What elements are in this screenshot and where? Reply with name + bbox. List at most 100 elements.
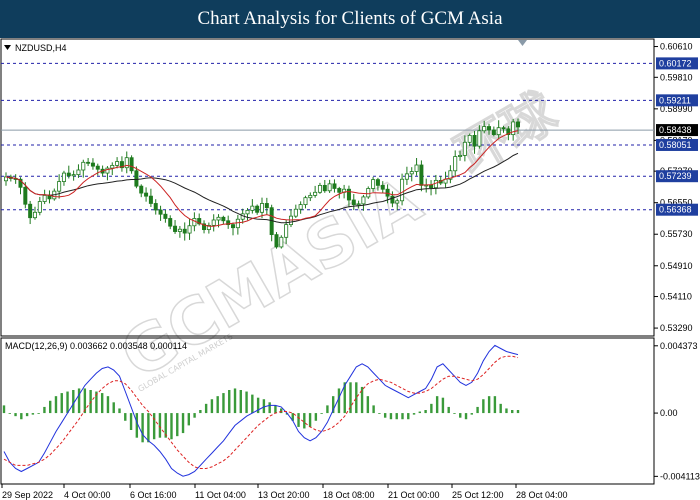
histogram-bar <box>331 396 335 414</box>
candlestick <box>511 118 516 141</box>
macd-pane: MACD(12,26,9) 0.003662 0.003548 0.000114 <box>0 337 655 485</box>
candlestick <box>4 172 9 186</box>
histogram-bar <box>308 413 312 427</box>
candlestick <box>90 158 95 170</box>
histogram-bar <box>2 405 6 414</box>
histogram-bar <box>31 413 35 415</box>
candlestick <box>47 190 52 204</box>
histogram-bar <box>147 413 150 443</box>
chart-title-banner: Chart Analysis for Clients of GCM Asia <box>0 0 700 38</box>
candlestick <box>221 215 226 225</box>
candlestick <box>400 173 405 206</box>
candlestick <box>424 178 429 193</box>
histogram-bar <box>459 413 462 418</box>
candlestick <box>371 176 376 192</box>
candlestick <box>380 181 385 194</box>
time-axis-label: 21 Oct 00:00 <box>388 490 440 500</box>
chart-shift-marker-icon[interactable] <box>518 40 527 46</box>
histogram-bar <box>20 413 23 420</box>
histogram-bar <box>412 413 416 415</box>
histogram-bar <box>470 413 473 415</box>
candlestick <box>361 194 366 211</box>
level-price-tag <box>656 138 698 151</box>
candlestick <box>66 165 71 179</box>
candlestick <box>202 220 207 234</box>
histogram-bar <box>95 391 98 414</box>
histogram-bar <box>245 391 248 414</box>
candlestick <box>448 165 453 184</box>
candlestick <box>322 180 327 193</box>
candlestick <box>81 159 86 178</box>
candlestick <box>487 123 492 135</box>
candlestick <box>308 192 313 202</box>
price-axis: 0.606100.598100.589900.581700.573700.565… <box>654 42 698 333</box>
symbol-label: NZDUSD,H4 <box>15 43 67 53</box>
price-axis-label: 0.60610 <box>660 42 693 52</box>
macd-axis-label: 0.00 <box>660 408 678 418</box>
histogram-bar <box>372 405 375 414</box>
price-axis-label: 0.59810 <box>660 72 693 82</box>
level-price-label: 0.59211 <box>659 95 691 105</box>
histogram-bar <box>181 413 185 434</box>
histogram-bar <box>476 406 479 414</box>
histogram-bar <box>228 390 231 414</box>
histogram-bar <box>118 408 121 414</box>
histogram-bar <box>204 403 208 414</box>
histogram-bar <box>60 393 63 414</box>
candlestick <box>327 179 332 193</box>
histogram-bar <box>43 406 46 414</box>
histogram-bar <box>239 390 242 414</box>
macd-axis: 0.004373 0.00 -0.004113 <box>654 341 700 481</box>
histogram-bar <box>222 393 225 414</box>
candlestick <box>105 166 110 181</box>
candlestick <box>293 204 298 219</box>
candlestick <box>453 150 458 178</box>
histogram-bar <box>14 413 17 417</box>
histogram-bar <box>49 400 52 414</box>
histogram-bar <box>280 408 283 414</box>
histogram-bar <box>129 413 133 430</box>
candlestick <box>206 222 211 234</box>
histogram-bar <box>141 413 144 443</box>
histogram-bar <box>8 413 11 414</box>
candlestick <box>231 222 236 236</box>
level-price-tag <box>656 170 698 183</box>
histogram-bar <box>274 405 277 414</box>
histogram-bar <box>407 413 410 420</box>
price-axis-label: 0.54110 <box>660 292 692 302</box>
candlestick <box>168 215 173 230</box>
time-axis-label: 25 Oct 12:00 <box>452 490 504 500</box>
macd-axis-label: 0.004373 <box>660 341 698 351</box>
candlestick <box>288 209 293 228</box>
candlestick <box>86 158 91 167</box>
candlestick <box>173 220 178 234</box>
candlestick <box>274 232 279 249</box>
dropdown-triangle-icon[interactable] <box>4 45 11 50</box>
histogram-bar <box>349 382 352 414</box>
price-axis-label: 0.56550 <box>660 198 693 208</box>
candlestick <box>467 133 472 147</box>
candlestick <box>404 166 409 185</box>
candlestick <box>119 156 124 172</box>
candlestick <box>71 170 76 181</box>
candlestick <box>144 187 149 202</box>
histogram-bar <box>378 413 381 414</box>
histogram-bar <box>435 396 439 414</box>
candlestick <box>182 222 187 241</box>
candlestick <box>95 163 100 176</box>
histogram-bar <box>268 402 271 414</box>
histogram-bar <box>453 413 456 414</box>
candlestick <box>433 174 438 195</box>
histogram-bar <box>464 413 468 420</box>
histogram-bar <box>37 413 40 414</box>
histogram-bar <box>401 413 404 420</box>
candlestick <box>337 186 342 199</box>
level-price-tag <box>656 203 698 216</box>
histogram-bar <box>505 408 508 414</box>
histogram-bar <box>441 397 445 414</box>
level-price-tag <box>656 57 698 70</box>
candlestick <box>32 206 37 220</box>
histogram-bar <box>430 403 433 414</box>
histogram-bar <box>355 382 358 414</box>
candlestick <box>177 226 182 238</box>
